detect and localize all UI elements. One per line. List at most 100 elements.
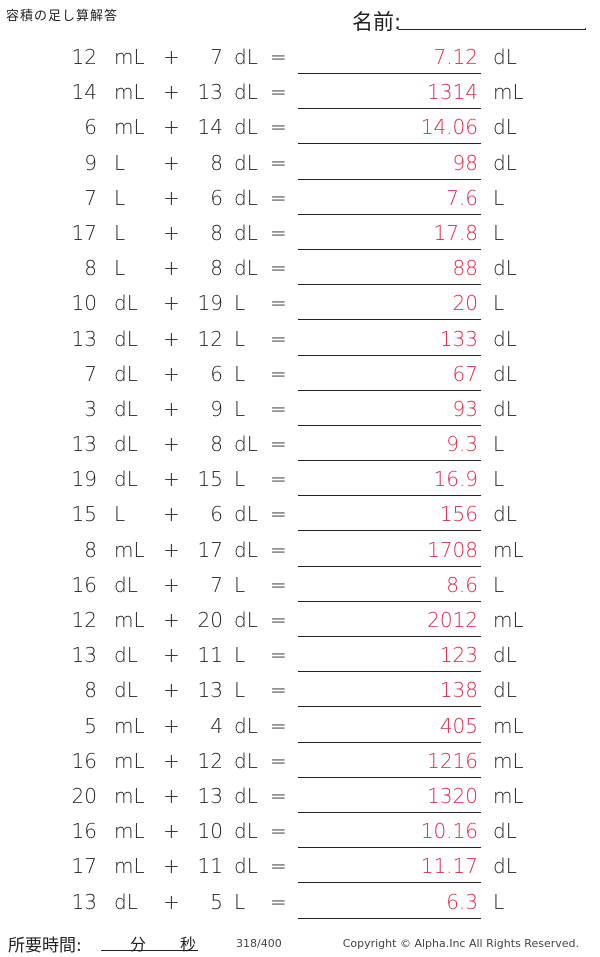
answer-line	[298, 565, 481, 567]
first-unit: dL	[114, 326, 138, 351]
plus-sign: +	[163, 537, 180, 562]
second-value: 10	[197, 819, 223, 844]
answer-unit: dL	[493, 396, 517, 421]
answer-value: 14.06	[420, 115, 478, 140]
plus-sign: +	[163, 819, 180, 844]
answer-value: 67	[452, 361, 478, 386]
equals-sign: =	[270, 432, 287, 457]
problem-row: 3 dL +9 L = 93 dL	[0, 391, 600, 426]
answer-unit: dL	[493, 326, 517, 351]
second-unit: dL	[234, 713, 258, 738]
answer-unit: mL	[493, 748, 524, 773]
answer-line	[298, 143, 481, 145]
answer-unit: L	[493, 572, 505, 597]
plus-sign: +	[163, 783, 180, 808]
answer-value: 156	[439, 502, 478, 527]
equals-sign: =	[270, 643, 287, 668]
second-value: 12	[197, 326, 223, 351]
plus-sign: +	[163, 608, 180, 632]
first-value: 17	[71, 854, 97, 879]
first-value: 14	[71, 80, 97, 105]
problem-row: 12 mL +20 dL = 2012 mL	[0, 602, 600, 637]
first-value: 12	[71, 45, 97, 69]
answer-unit: mL	[493, 537, 524, 562]
second-value: 8	[210, 220, 223, 245]
name-label: 名前:	[352, 10, 402, 34]
answer-unit: dL	[493, 361, 517, 386]
first-unit: L	[114, 185, 126, 210]
answer-line	[298, 882, 481, 884]
answer-line	[298, 495, 481, 497]
second-value: 17	[197, 537, 223, 562]
answer-line	[298, 671, 481, 673]
second-unit: dL	[234, 537, 258, 562]
equals-sign: =	[270, 502, 287, 527]
answer-line	[298, 389, 481, 391]
answer-unit: dL	[493, 502, 517, 527]
first-value: 16	[71, 819, 97, 844]
first-value: 12	[71, 608, 97, 632]
second-value: 4	[210, 713, 223, 738]
answer-unit: L	[493, 432, 505, 457]
second-unit: L	[234, 361, 246, 386]
answer-unit: dL	[493, 643, 517, 668]
problem-row: 16 mL +12 dL = 1216 mL	[0, 743, 600, 778]
answer-line	[298, 354, 481, 356]
answer-line	[298, 530, 481, 532]
plus-sign: +	[163, 150, 180, 175]
first-unit: L	[114, 502, 126, 527]
answer-line	[298, 460, 481, 462]
first-unit: mL	[114, 608, 145, 632]
problem-row: 15 L +6 dL = 156 dL	[0, 496, 600, 532]
equals-sign: =	[270, 783, 287, 808]
answer-unit: L	[493, 467, 505, 492]
plus-sign: +	[163, 256, 180, 281]
answer-value: 1320	[427, 783, 478, 808]
problem-row: 13 dL +8 dL = 9.3 L	[0, 426, 600, 462]
copyright-notice: Copyright © Alpha.Inc All Rights Reserve…	[342, 937, 579, 950]
first-value: 5	[84, 713, 97, 738]
first-unit: dL	[114, 361, 138, 386]
answer-line	[298, 319, 481, 321]
problem-row: 8 dL +13 L = 138 dL	[0, 672, 600, 708]
answer-value: 138	[439, 678, 478, 703]
answer-line	[298, 741, 481, 743]
plus-sign: +	[163, 854, 180, 879]
equals-sign: =	[270, 748, 287, 773]
second-value: 15	[197, 467, 223, 492]
equals-sign: =	[270, 678, 287, 703]
answer-line	[298, 776, 481, 778]
first-value: 17	[71, 220, 97, 245]
answer-value: 7.12	[433, 45, 478, 69]
first-value: 15	[71, 502, 97, 527]
answer-value: 7.6	[446, 185, 478, 210]
equals-sign: =	[270, 45, 287, 69]
second-unit: L	[234, 572, 246, 597]
equals-sign: =	[270, 150, 287, 175]
second-value: 7	[210, 572, 223, 597]
second-unit: L	[234, 396, 246, 421]
problem-row: 13 dL +11 L = 123 dL	[0, 637, 600, 673]
first-value: 13	[71, 889, 97, 914]
answer-value: 2012	[427, 608, 478, 632]
second-value: 14	[197, 115, 223, 140]
second-unit: dL	[234, 115, 258, 140]
problem-row: 6 mL +14 dL = 14.06 dL	[0, 109, 600, 145]
problem-row: 17 mL +11 dL = 11.17 dL	[0, 848, 600, 884]
plus-sign: +	[163, 361, 180, 386]
equals-sign: =	[270, 115, 287, 140]
worksheet-title: 容積の足し算解答	[6, 9, 119, 24]
answer-line	[298, 178, 481, 180]
answer-unit: L	[493, 220, 505, 245]
first-unit: dL	[114, 889, 138, 914]
answer-unit: mL	[493, 80, 524, 105]
second-unit: L	[234, 467, 246, 492]
answer-unit: L	[493, 185, 505, 210]
problem-row: 12 mL +7 dL = 7.12 dL	[0, 39, 600, 74]
equals-sign: =	[270, 608, 287, 632]
first-unit: mL	[114, 783, 145, 808]
answer-value: 1314	[427, 80, 478, 105]
answer-unit: dL	[493, 45, 517, 69]
problem-row: 13 dL +12 L = 133 dL	[0, 321, 600, 356]
second-unit: dL	[234, 819, 258, 844]
